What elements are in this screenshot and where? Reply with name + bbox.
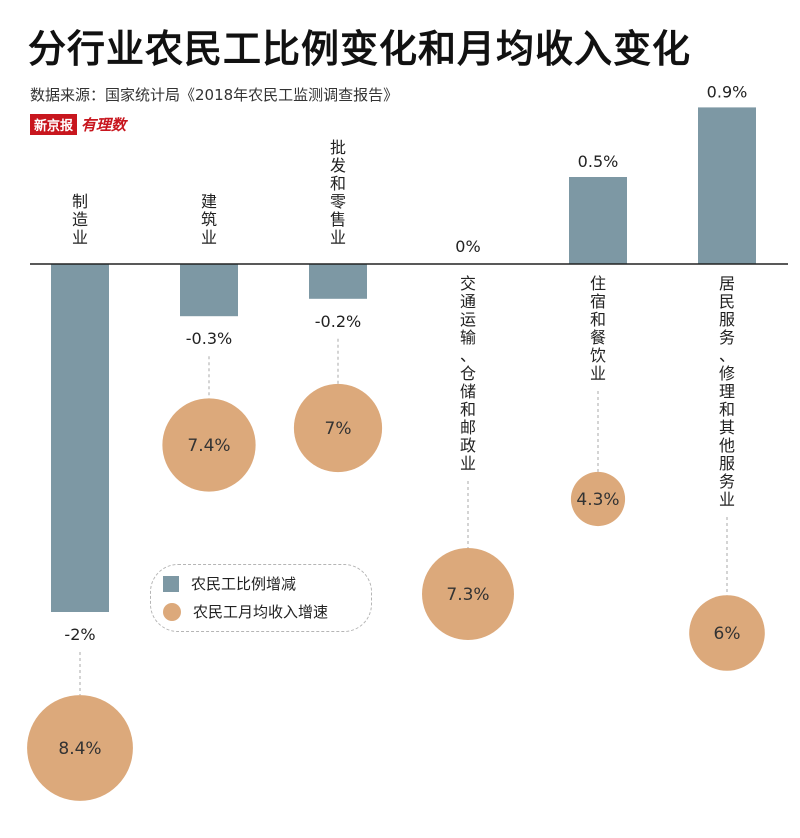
category-label: 交通运输、仓储和邮政业 — [460, 274, 476, 473]
chart-title: 分行业农民工比例变化和月均收入变化 — [28, 27, 692, 71]
legend-circle-swatch — [163, 602, 181, 621]
legend-bar-swatch — [163, 575, 179, 592]
bar-value-label: -0.3% — [186, 329, 232, 348]
bubble-value-label: 7.3% — [446, 585, 489, 605]
bar — [698, 107, 756, 265]
data-source: 数据来源：国家统计局《2018年农民工监测调查报告》 — [30, 86, 399, 104]
bar — [569, 177, 627, 264]
income-growth-bubble — [422, 548, 514, 640]
category-label: 制造业 — [72, 192, 88, 247]
bubble-value-label: 7.4% — [187, 436, 230, 456]
logo-main-text: 新京报 — [30, 114, 78, 135]
legend: 农民工比例增减 农民工月均收入增速 — [150, 564, 372, 632]
income-growth-bubble — [689, 595, 765, 671]
bar-value-label: -0.2% — [315, 312, 361, 331]
category-label: 批发和零售业 — [330, 138, 346, 247]
category-label: 建筑业 — [201, 192, 217, 247]
legend-bar-label: 农民工比例增减 — [191, 575, 297, 593]
bubble-value-label: 7% — [325, 419, 352, 439]
bar-value-label: 0.5% — [578, 152, 619, 171]
bar — [309, 264, 367, 299]
income-growth-bubble — [162, 398, 256, 492]
bar-value-label: 0.9% — [707, 82, 748, 101]
category-label: 居民服务、修理和其他服务业 — [719, 274, 735, 509]
bubble-value-label: 4.3% — [576, 490, 619, 510]
legend-circle-label: 农民工月均收入增速 — [193, 603, 329, 621]
bar — [180, 264, 238, 317]
bar — [51, 264, 109, 612]
logo-sub-text: 有理数 — [81, 116, 127, 134]
legend-item-circle: 农民工月均收入增速 — [163, 601, 328, 622]
income-growth-bubble — [570, 471, 626, 527]
income-growth-bubble — [27, 695, 133, 801]
legend-item-bar: 农民工比例增减 — [163, 573, 296, 594]
publisher-logo: 新京报 有理数 — [30, 114, 126, 135]
income-growth-bubble — [293, 383, 383, 473]
bubble-value-label: 6% — [714, 624, 741, 644]
bar-value-label: 0% — [455, 237, 480, 256]
bubble-value-label: 8.4% — [58, 739, 101, 759]
category-label: 住宿和餐饮业 — [590, 274, 606, 383]
bar-value-label: -2% — [64, 625, 95, 644]
